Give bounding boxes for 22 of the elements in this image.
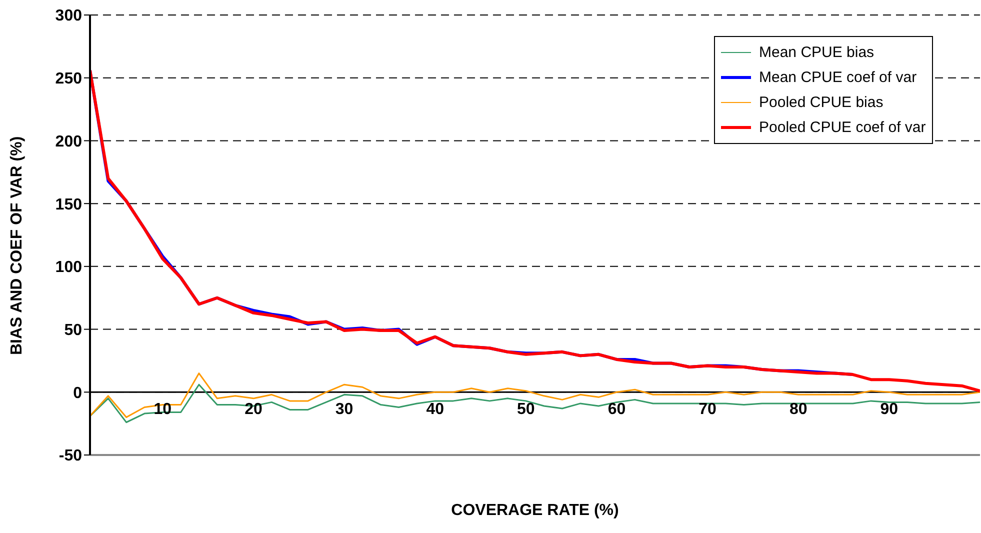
y-tick-label: 50 <box>64 322 82 339</box>
legend-label: Mean CPUE bias <box>759 43 874 63</box>
y-tick-label: 200 <box>55 133 82 150</box>
legend-label: Pooled CPUE coef of var <box>759 118 926 138</box>
y-tick-label: 100 <box>55 259 82 276</box>
x-tick-label: 60 <box>608 401 626 418</box>
x-tick-label: 70 <box>698 401 717 418</box>
y-tick-label: 150 <box>55 196 82 214</box>
legend-label: Mean CPUE coef of var <box>759 68 917 88</box>
x-tick-label: 20 <box>244 401 262 418</box>
y-tick-label: 0 <box>73 384 82 402</box>
y-tick-label: 300 <box>55 8 82 25</box>
x-tick-label: 40 <box>426 401 444 418</box>
y-tick-label: 250 <box>55 70 82 88</box>
x-tick-label: 80 <box>789 401 808 418</box>
x-axis-title: COVERAGE RATE (%) <box>451 502 619 519</box>
y-tick-label: -50 <box>58 448 82 465</box>
y-axis-title: BIAS AND COEF OF VAR (%) <box>8 136 26 355</box>
legend-label: Pooled CPUE bias <box>759 93 884 113</box>
x-tick-label: 30 <box>335 401 354 418</box>
x-tick-label: 50 <box>517 401 535 418</box>
x-tick-label: 90 <box>880 401 898 418</box>
